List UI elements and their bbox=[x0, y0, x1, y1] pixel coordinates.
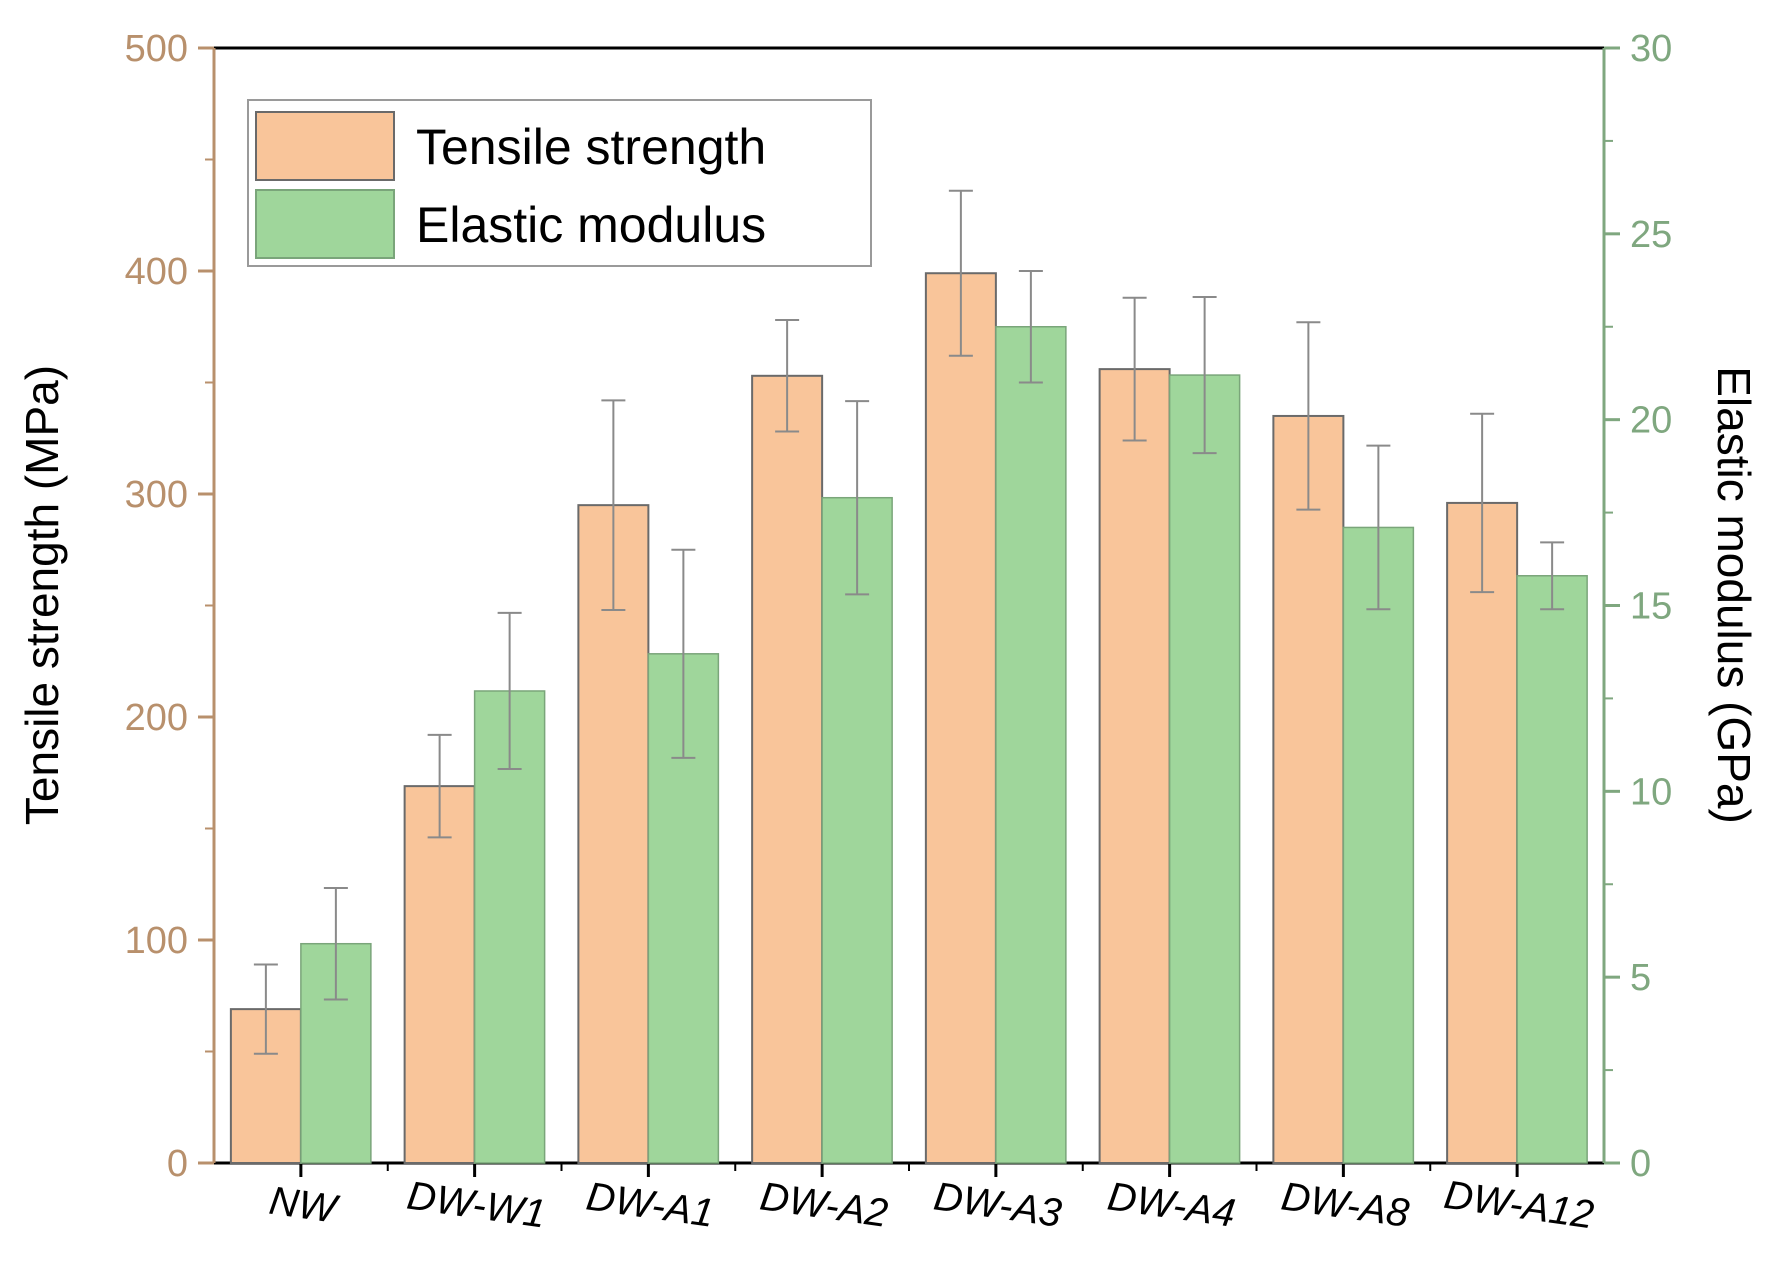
right-axis-title: Elastic modulus (GPa) bbox=[1708, 366, 1760, 824]
x-tick-label: DW-A2 bbox=[757, 1174, 890, 1235]
left-tick-label: 100 bbox=[125, 920, 188, 962]
legend-label-tensile: Tensile strength bbox=[416, 119, 766, 175]
bar-tensile-strength bbox=[924, 272, 997, 1165]
x-tick-label: DW-A3 bbox=[931, 1174, 1064, 1235]
x-tick-label: DW-A4 bbox=[1105, 1174, 1238, 1235]
left-tick-label: 300 bbox=[125, 474, 188, 516]
right-tick-label: 30 bbox=[1630, 28, 1672, 70]
bar-elastic-modulus bbox=[1516, 575, 1588, 1164]
bars bbox=[229, 272, 1588, 1165]
x-tick-label: NW bbox=[267, 1179, 342, 1232]
left-tick-label: 0 bbox=[167, 1143, 188, 1185]
right-tick-label: 25 bbox=[1630, 214, 1672, 256]
left-tick-label: 500 bbox=[125, 28, 188, 70]
right-tick-label: 5 bbox=[1630, 957, 1651, 999]
bar-tensile-strength bbox=[1098, 368, 1171, 1164]
error-bars bbox=[253, 189, 1565, 1055]
bar-tensile-strength bbox=[577, 504, 650, 1164]
left-axis-title: Tensile strength (MPa) bbox=[16, 365, 68, 825]
bar-tensile-strength bbox=[751, 374, 824, 1164]
x-tick-label: DW-W1 bbox=[404, 1174, 548, 1237]
bar-elastic-modulus bbox=[1168, 374, 1241, 1164]
x-tick-label: DW-A12 bbox=[1441, 1173, 1596, 1238]
left-tick-label: 200 bbox=[125, 697, 188, 739]
left-tick-label: 400 bbox=[125, 251, 188, 293]
bar-tensile-strength bbox=[403, 785, 476, 1164]
right-tick-label: 15 bbox=[1630, 586, 1672, 628]
right-tick-label: 0 bbox=[1630, 1143, 1651, 1185]
legend: Tensile strength Elastic modulus bbox=[247, 99, 872, 267]
bar-elastic-modulus bbox=[821, 496, 893, 1164]
bar-elastic-modulus bbox=[995, 326, 1067, 1164]
legend-swatch-modulus bbox=[255, 189, 395, 259]
bar-tensile-strength bbox=[1446, 501, 1519, 1165]
bar-tensile-strength bbox=[1272, 414, 1345, 1164]
x-tick-label: DW-A8 bbox=[1279, 1174, 1413, 1236]
right-tick-label: 10 bbox=[1630, 771, 1672, 813]
right-tick-label: 20 bbox=[1630, 400, 1672, 442]
bar-elastic-modulus bbox=[1342, 526, 1415, 1164]
x-tick-label: DW-A1 bbox=[584, 1174, 717, 1235]
legend-swatch-tensile bbox=[255, 111, 395, 181]
legend-label-modulus: Elastic modulus bbox=[416, 197, 766, 253]
